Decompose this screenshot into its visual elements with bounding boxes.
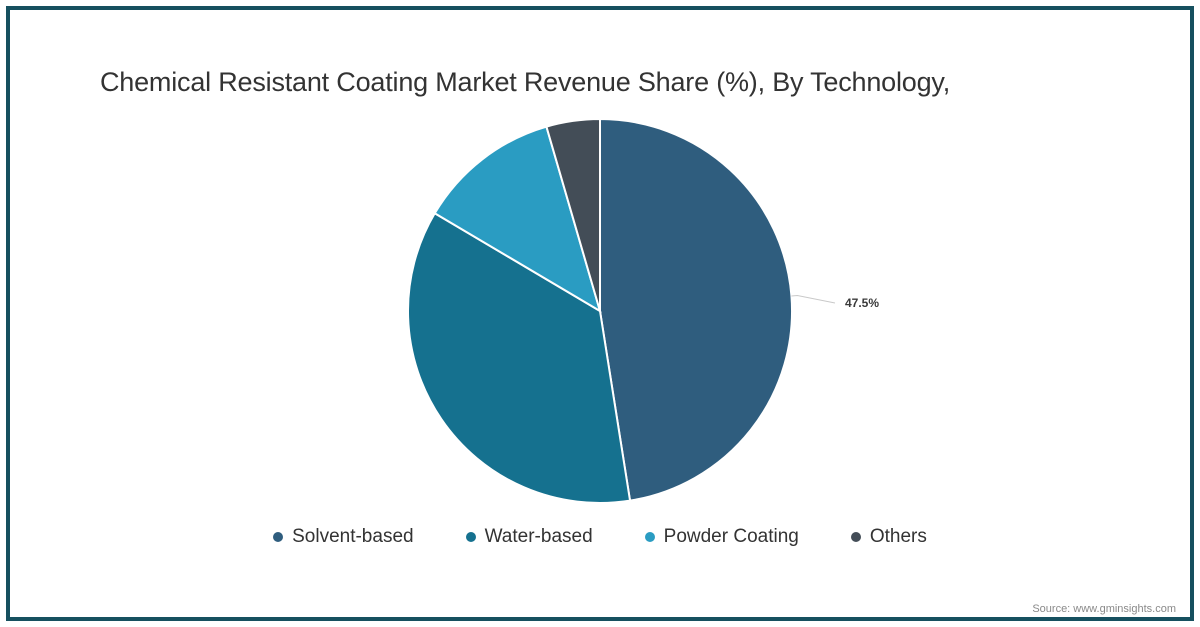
legend-item[interactable]: Water-based [465,526,593,548]
legend-item-label: Solvent-based [292,526,414,547]
source-note: Source: www.gminsights.com [1032,603,1176,615]
legend-item[interactable]: Powder Coating [644,526,799,548]
legend-swatch-circle-icon [465,532,476,542]
legend-swatch-circle-icon [850,532,861,542]
legend-item-label: Others [869,526,927,547]
page-title: Chemical Resistant Coating Market Revenu… [100,67,951,97]
chart-legend: Solvent-based Water-based Powder Coating Ot… [0,526,1200,548]
legend-swatch-circle-icon [273,532,284,542]
legend-item-label: Powder Coating [663,526,799,547]
legend-swatch-circle-icon [644,532,655,542]
legend-item[interactable]: Solvent-based [273,526,414,548]
legend-item-label: Water-based [484,526,593,547]
legend-item[interactable]: Others [850,526,927,548]
